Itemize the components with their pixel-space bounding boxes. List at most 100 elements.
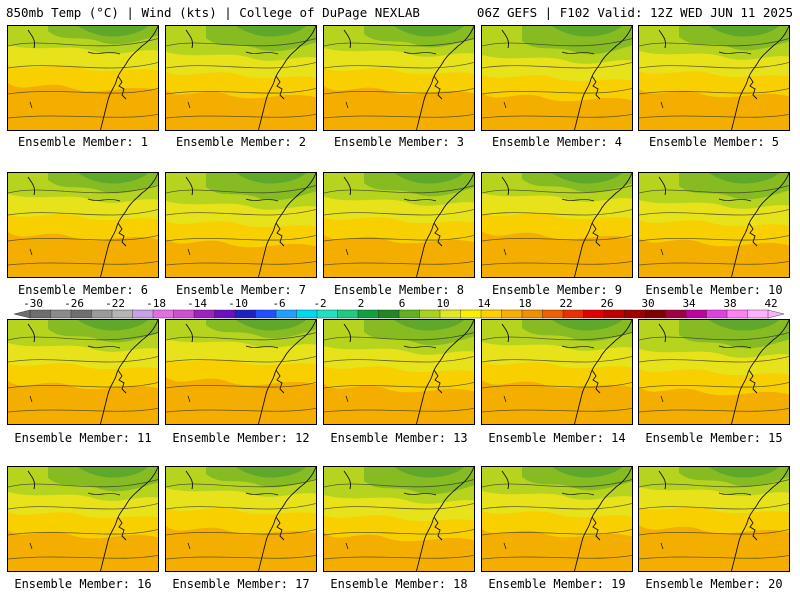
colorbar-swatch (685, 309, 708, 319)
colorbar-tick-label: -14 (187, 297, 207, 310)
ensemble-member-caption: Ensemble Member: 20 (645, 577, 783, 591)
colorbar-tick-label: -10 (228, 297, 248, 310)
colorbar-swatch (644, 309, 667, 319)
colorbar-swatch (234, 309, 257, 319)
colorbar-swatch (255, 309, 277, 319)
ensemble-member-map (165, 319, 317, 425)
ensemble-member-caption: Ensemble Member: 11 (14, 431, 152, 445)
ensemble-member-map (7, 25, 159, 131)
ensemble-member-caption: Ensemble Member: 12 (172, 431, 310, 445)
colorbar-swatch (562, 309, 585, 319)
ensemble-member-caption: Ensemble Member: 8 (333, 283, 465, 297)
colorbar-swatch (521, 309, 544, 319)
colorbar-swatch (316, 309, 339, 319)
colorbar-tick-label: -18 (146, 297, 166, 310)
ensemble-member-map (638, 172, 790, 278)
colorbar-tick-label: 34 (682, 297, 696, 310)
colorbar-tick-label: -2 (313, 297, 326, 310)
colorbar-swatch (214, 309, 236, 319)
ensemble-member-map (638, 466, 790, 572)
ensemble-member-caption: Ensemble Member: 14 (488, 431, 626, 445)
ensemble-member-map (323, 25, 475, 131)
ensemble-member-map (638, 25, 790, 131)
colorbar-min-arrow (13, 309, 31, 319)
colorbar-swatch (29, 309, 52, 319)
colorbar-swatch (296, 309, 318, 319)
colorbar-swatch (665, 309, 687, 319)
colorbar-tick-label: 38 (723, 297, 736, 310)
ensemble-member-caption: Ensemble Member: 17 (172, 577, 310, 591)
colorbar-tick-label: 10 (436, 297, 449, 310)
colorbar-tick-label: 2 (358, 297, 365, 310)
colorbar-swatch (378, 309, 400, 319)
colorbar-swatch (398, 309, 421, 319)
colorbar-swatch (419, 309, 441, 319)
ensemble-member-caption: Ensemble Member: 9 (491, 283, 623, 297)
colorbar-swatch (357, 309, 380, 319)
run-valid-time: 06Z GEFS | F102 Valid: 12Z WED JUN 11 20… (476, 5, 793, 20)
ensemble-member-caption: Ensemble Member: 16 (14, 577, 152, 591)
ensemble-member-caption: Ensemble Member: 6 (17, 283, 149, 297)
ensemble-member-map (481, 466, 633, 572)
colorbar-tick-label: -30 (23, 297, 43, 310)
temperature-colorbar: -30 -26 -22 -18 -14 -10 -6 -2 2 6 10 14 18 22 26 30 34 38… (13, 297, 785, 319)
ensemble-member-map (323, 172, 475, 278)
ensemble-member-map (323, 319, 475, 425)
colorbar-swatch (111, 309, 134, 319)
colorbar-swatch (624, 309, 646, 319)
ensemble-member-map (7, 319, 159, 425)
colorbar-swatch (91, 309, 113, 319)
ensemble-member-caption: Ensemble Member: 3 (333, 135, 465, 149)
colorbar-swatch (583, 309, 605, 319)
colorbar-tick-label: 30 (641, 297, 654, 310)
ensemble-member-map (7, 466, 159, 572)
colorbar-swatch (50, 309, 72, 319)
colorbar-swatch (173, 309, 195, 319)
colorbar-tick-label: 14 (477, 297, 491, 310)
ensemble-member-map (323, 466, 475, 572)
colorbar-swatch (275, 309, 298, 319)
ensemble-member-map (481, 25, 633, 131)
colorbar-swatch (193, 309, 216, 319)
ensemble-member-caption: Ensemble Member: 15 (645, 431, 783, 445)
colorbar-swatch (542, 309, 564, 319)
ensemble-member-caption: Ensemble Member: 1 (17, 135, 149, 149)
ensemble-member-map (165, 466, 317, 572)
colorbar-swatch (337, 309, 359, 319)
ensemble-member-map (638, 319, 790, 425)
colorbar-swatch (132, 309, 154, 319)
colorbar-tick-label: -22 (105, 297, 125, 310)
ensemble-member-caption: Ensemble Member: 19 (488, 577, 626, 591)
colorbar-swatch (747, 309, 769, 319)
colorbar-swatch (603, 309, 626, 319)
colorbar-tick-label: 22 (559, 297, 572, 310)
ensemble-member-map (7, 172, 159, 278)
ensemble-member-map (481, 172, 633, 278)
colorbar-max-arrow (767, 309, 785, 319)
colorbar-tick-label: -6 (272, 297, 285, 310)
ensemble-member-caption: Ensemble Member: 4 (491, 135, 623, 149)
ensemble-member-caption: Ensemble Member: 5 (648, 135, 780, 149)
colorbar-tick-label: 26 (600, 297, 613, 310)
ensemble-member-map (481, 319, 633, 425)
colorbar-swatch (706, 309, 728, 319)
page-title: 850mb Temp (°C) | Wind (kts) | College o… (6, 5, 420, 20)
colorbar-swatch (460, 309, 482, 319)
colorbar-swatch (70, 309, 93, 319)
colorbar-swatch (152, 309, 175, 319)
ensemble-member-map (165, 172, 317, 278)
ensemble-member-caption: Ensemble Member: 2 (175, 135, 307, 149)
ensemble-member-caption: Ensemble Member: 13 (330, 431, 468, 445)
ensemble-member-map (165, 25, 317, 131)
colorbar-swatch (726, 309, 749, 319)
colorbar-tick-label: 18 (518, 297, 531, 310)
colorbar-tick-label: 6 (399, 297, 406, 310)
ensemble-member-caption: Ensemble Member: 7 (175, 283, 307, 297)
colorbar-tick-label: 42 (764, 297, 777, 310)
ensemble-member-caption: Ensemble Member: 10 (645, 283, 783, 297)
colorbar-tick-label: -26 (64, 297, 84, 310)
colorbar-swatch (480, 309, 503, 319)
colorbar-swatch (439, 309, 462, 319)
colorbar-swatch (501, 309, 523, 319)
ensemble-member-caption: Ensemble Member: 18 (330, 577, 468, 591)
